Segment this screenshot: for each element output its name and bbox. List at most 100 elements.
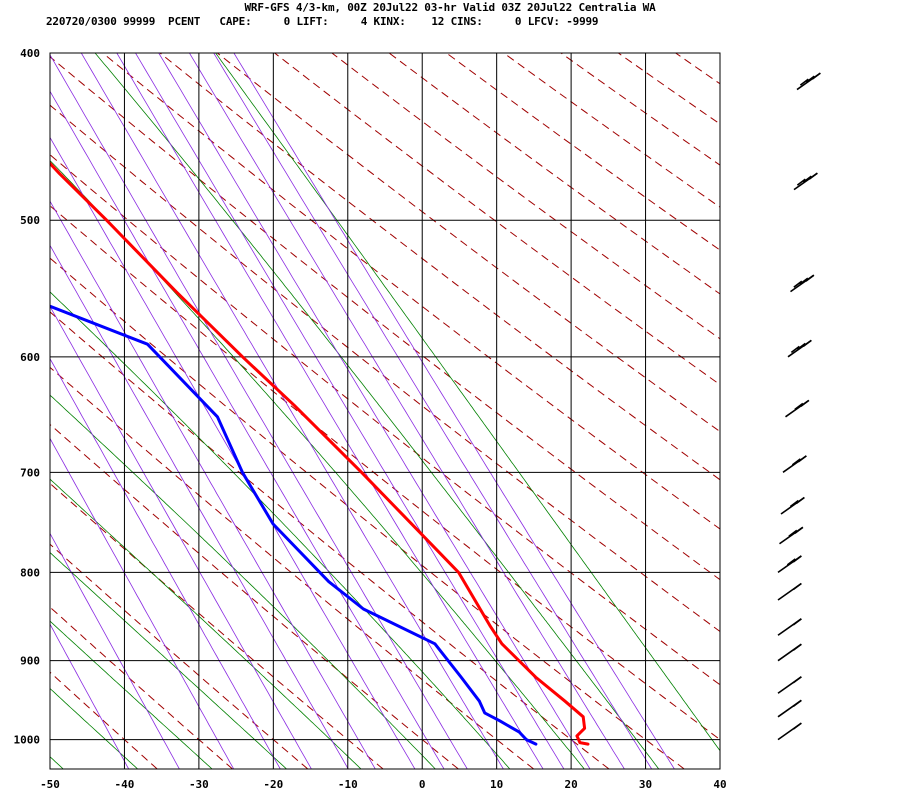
mixing-ratio-line: [80, 53, 504, 769]
wind-barb-flag: [792, 722, 802, 730]
wind-barb: [777, 722, 802, 741]
wind-barb-flag: [799, 78, 809, 86]
pressure-tick-label: 500: [20, 214, 40, 227]
wind-barb-flag: [805, 75, 815, 83]
wind-barb-flag: [792, 582, 802, 591]
wind-barb-flag: [794, 402, 804, 410]
wind-barb-flag: [791, 458, 801, 466]
moist-adiabat: [50, 478, 362, 769]
mixing-ratio-line: [213, 53, 653, 769]
mixing-ratio-line: [50, 623, 130, 769]
mixing-ratio-line: [50, 200, 376, 769]
wind-barb: [790, 274, 815, 293]
wind-barb: [779, 526, 804, 545]
mixing-ratio-line: [135, 53, 565, 769]
wind-barb-flag: [792, 699, 802, 707]
sounding-stats: 220720/0300 99999 PCENT CAPE: 0 LIFT: 4 …: [46, 15, 599, 28]
wind-barb: [782, 455, 807, 473]
wind-barb-flag: [796, 342, 806, 351]
moist-adiabat: [50, 620, 213, 769]
wind-barb-flag: [800, 399, 810, 407]
wind-barb: [793, 172, 818, 191]
mixing-ratio-line: [50, 90, 445, 769]
wind-barb-flag: [788, 529, 798, 537]
dry-adiabat: [331, 53, 720, 340]
wind-barb-flag: [802, 175, 812, 183]
dry-adiabat: [50, 311, 610, 769]
temperature-tick-label: 10: [490, 778, 503, 791]
temperature-tick-label: 40: [713, 778, 726, 791]
mixing-ratio-line: [116, 53, 544, 769]
wind-barb-flag: [793, 280, 803, 288]
wind-barb-flag: [792, 643, 802, 651]
dry-adiabat: [50, 257, 685, 769]
dry-adiabat: [50, 154, 720, 686]
mixing-ratio-line: [50, 54, 468, 769]
wind-barb-flag: [808, 172, 818, 180]
wind-barb: [796, 72, 821, 91]
temperature-tick-label: 30: [639, 778, 652, 791]
wind-barb: [777, 582, 802, 601]
plot-frame: [49, 52, 721, 770]
wind-barb-flag: [796, 178, 806, 186]
chart-title: WRF-GFS 4/3-km, 00Z 20Jul22 03-hr Valid …: [244, 1, 656, 14]
temperature-tick-label: 0: [419, 778, 426, 791]
wind-barb: [785, 399, 810, 418]
dry-adiabat: [50, 366, 535, 769]
wind-barb-flag: [786, 558, 796, 566]
dry-adiabat: [50, 606, 233, 769]
dry-adiabat: [50, 671, 158, 769]
wind-barb-flag: [799, 277, 809, 285]
temperature-tick-label: -40: [115, 778, 135, 791]
wind-barb: [777, 676, 802, 694]
wind-barb-flag: [797, 455, 807, 463]
pressure-tick-label: 900: [20, 655, 40, 668]
dry-adiabat: [445, 53, 720, 251]
temperature-line: [50, 161, 590, 746]
wind-barb-flag: [811, 72, 821, 80]
moist-adiabat: [50, 291, 511, 769]
wind-barb-flag: [792, 555, 802, 563]
wind-barb: [780, 496, 805, 515]
mixing-ratio-line: [50, 532, 180, 769]
grid: [49, 52, 721, 769]
moist-adiabat: [215, 53, 720, 752]
dry-adiabat: [50, 205, 720, 741]
temperature-tick-label: -50: [40, 778, 60, 791]
wind-barb-flag: [795, 496, 805, 505]
wind-barbs: [777, 72, 821, 741]
wind-barb-flag: [794, 526, 804, 534]
mixing-ratio-line: [50, 357, 281, 769]
wind-barb: [777, 699, 802, 718]
wind-barb: [777, 643, 802, 662]
moist-adiabat: [50, 551, 287, 769]
mixing-ratio-line: [158, 53, 591, 769]
mixing-ratio-line: [50, 437, 235, 769]
wind-barb-flag: [789, 499, 799, 508]
dry-adiabat: [101, 53, 720, 530]
pressure-tick-label: 800: [20, 566, 40, 579]
dewpoint-line: [50, 304, 538, 746]
dry-adiabat: [50, 56, 720, 581]
moist-adiabat: [50, 394, 436, 769]
mixing-ratio-line: [188, 53, 625, 769]
wind-barb-flag: [792, 676, 802, 684]
pressure-tick-label: 1000: [14, 734, 41, 747]
wind-barb-flag: [790, 345, 800, 354]
pressure-tick-label: 400: [20, 47, 40, 60]
wind-barb-flag: [802, 339, 812, 348]
dry-adiabat: [50, 423, 459, 769]
mixing-ratio-line: [50, 305, 312, 769]
temperature-tick-label: -30: [189, 778, 209, 791]
dry-adiabat: [388, 53, 720, 295]
profiles: [50, 161, 590, 746]
wind-barb: [777, 618, 802, 636]
pressure-tick-label: 600: [20, 351, 40, 364]
axis-labels: 400 500 600 700 800 900 1000 -50 -40 -30 -20 -10 0 10…: [14, 47, 727, 791]
temperature-tick-label: -20: [263, 778, 283, 791]
moist-adiabat: [94, 53, 660, 769]
wind-barb-flag: [792, 618, 802, 626]
temperature-tick-label: 20: [564, 778, 577, 791]
wind-barb: [787, 339, 812, 358]
